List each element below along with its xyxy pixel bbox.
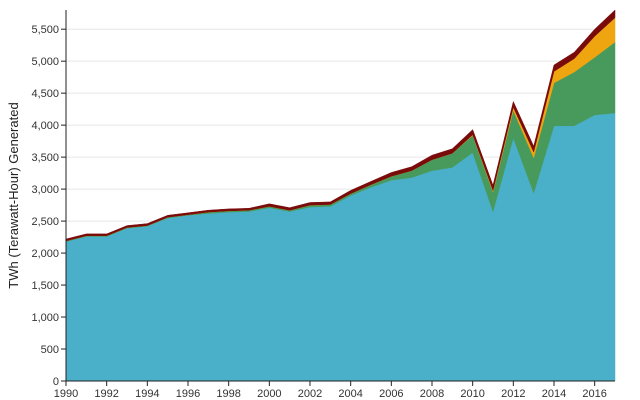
y-axis-title: TWh (Terawatt-Hour) Generated xyxy=(6,102,21,288)
y-tick-label-10: 5,000 xyxy=(31,56,59,68)
y-tick-label-2: 1,000 xyxy=(31,312,59,324)
x-tick-label-1992: 1992 xyxy=(94,388,118,400)
x-tick-label-2014: 2014 xyxy=(542,388,566,400)
x-tick-label-1996: 1996 xyxy=(176,388,200,400)
y-tick-label-8: 4,000 xyxy=(31,120,59,132)
x-tick-label-2002: 2002 xyxy=(298,388,322,400)
y-tick-label-6: 3,000 xyxy=(31,184,59,196)
x-tick-label-1998: 1998 xyxy=(216,388,240,400)
y-axis-ticks: 0 500 1,000 1,500 2,000 2,500 3,000 3,500 4,000 4… xyxy=(31,24,66,388)
x-tick-label-2006: 2006 xyxy=(379,388,403,400)
x-tick-label-1994: 1994 xyxy=(135,388,159,400)
x-tick-label-2016: 2016 xyxy=(582,388,606,400)
x-tick-label-2000: 2000 xyxy=(257,388,281,400)
y-tick-label-0: 0 xyxy=(53,376,59,388)
x-tick-label-2004: 2004 xyxy=(338,388,362,400)
x-tick-label-2012: 2012 xyxy=(501,388,525,400)
x-axis-ticks: 1990 1992 1994 1996 1998 2000 2002 2004 2006 2008… xyxy=(54,381,607,400)
x-tick-label-2010: 2010 xyxy=(460,388,484,400)
area-series-group xyxy=(65,9,616,382)
x-tick-label-1990: 1990 xyxy=(54,388,78,400)
y-tick-label-9: 4,500 xyxy=(31,88,59,100)
area-series-3 xyxy=(65,9,616,242)
y-tick-label-1: 500 xyxy=(41,344,59,356)
y-tick-label-11: 5,500 xyxy=(31,24,59,36)
y-tick-label-4: 2,000 xyxy=(31,248,59,260)
y-tick-label-5: 2,500 xyxy=(31,216,59,228)
x-tick-label-2008: 2008 xyxy=(420,388,444,400)
axes xyxy=(65,10,615,382)
y-tick-label-7: 3,500 xyxy=(31,152,59,164)
y-tick-label-3: 1,500 xyxy=(31,280,59,292)
